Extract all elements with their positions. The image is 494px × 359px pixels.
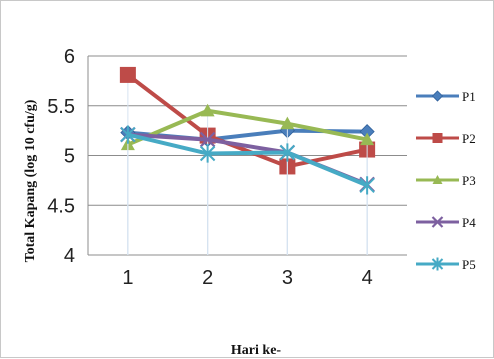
data-point-marker: [199, 131, 216, 148]
y-tick-label: 4.5: [47, 195, 75, 217]
data-point-marker: [279, 143, 296, 162]
data-point-marker: [431, 216, 444, 228]
legend-item-p3: P3: [416, 173, 476, 188]
y-tick-label: 5.5: [47, 96, 75, 118]
data-point-marker: [432, 175, 443, 184]
legend-item-p5: P5: [416, 257, 476, 272]
series-p4: [120, 126, 375, 255]
legend-item-p4: P4: [416, 215, 476, 230]
series-p5: [120, 125, 375, 255]
x-tick-label: 4: [362, 267, 373, 289]
series-p3: [120, 103, 375, 255]
x-tick-label: 2: [202, 267, 213, 289]
legend-label: P5: [462, 257, 476, 272]
data-point-marker: [119, 66, 136, 83]
data-point-marker: [360, 132, 375, 146]
data-point-marker: [431, 90, 444, 102]
series-group: [119, 66, 376, 255]
x-tick-label: 3: [282, 267, 293, 289]
x-axis-title: Hari ke-: [231, 343, 281, 358]
legend-item-p2: P2: [416, 131, 476, 146]
series-line: [127, 108, 368, 147]
legend-label: P1: [462, 89, 476, 104]
data-point-marker: [120, 125, 136, 144]
data-point-marker: [200, 103, 215, 117]
gridlines: [88, 55, 407, 256]
data-point-marker: [432, 133, 443, 143]
y-axis-title: Total Kapang (log 10 cfu/g): [23, 99, 38, 262]
x-tick-label: 1: [122, 267, 133, 289]
data-point-marker: [359, 176, 375, 195]
y-tick-label: 5: [64, 146, 75, 168]
y-tick-label: 4: [64, 245, 75, 267]
legend-item-p1: P1: [416, 89, 476, 104]
series-p2: [119, 66, 376, 255]
data-point-marker: [431, 257, 444, 271]
y-tick-label: 6: [64, 46, 75, 68]
legend-label: P3: [462, 173, 476, 188]
tick-labels: 4 4.5 5 5.5 6 1 2 3 4: [47, 46, 373, 289]
data-point-marker: [199, 144, 216, 163]
data-point-marker: [280, 116, 295, 130]
series-line: [127, 132, 368, 188]
legend-label: P4: [462, 215, 476, 230]
legend: P1 P2 P3 P4 P5: [416, 89, 476, 272]
legend-label: P2: [462, 131, 476, 146]
